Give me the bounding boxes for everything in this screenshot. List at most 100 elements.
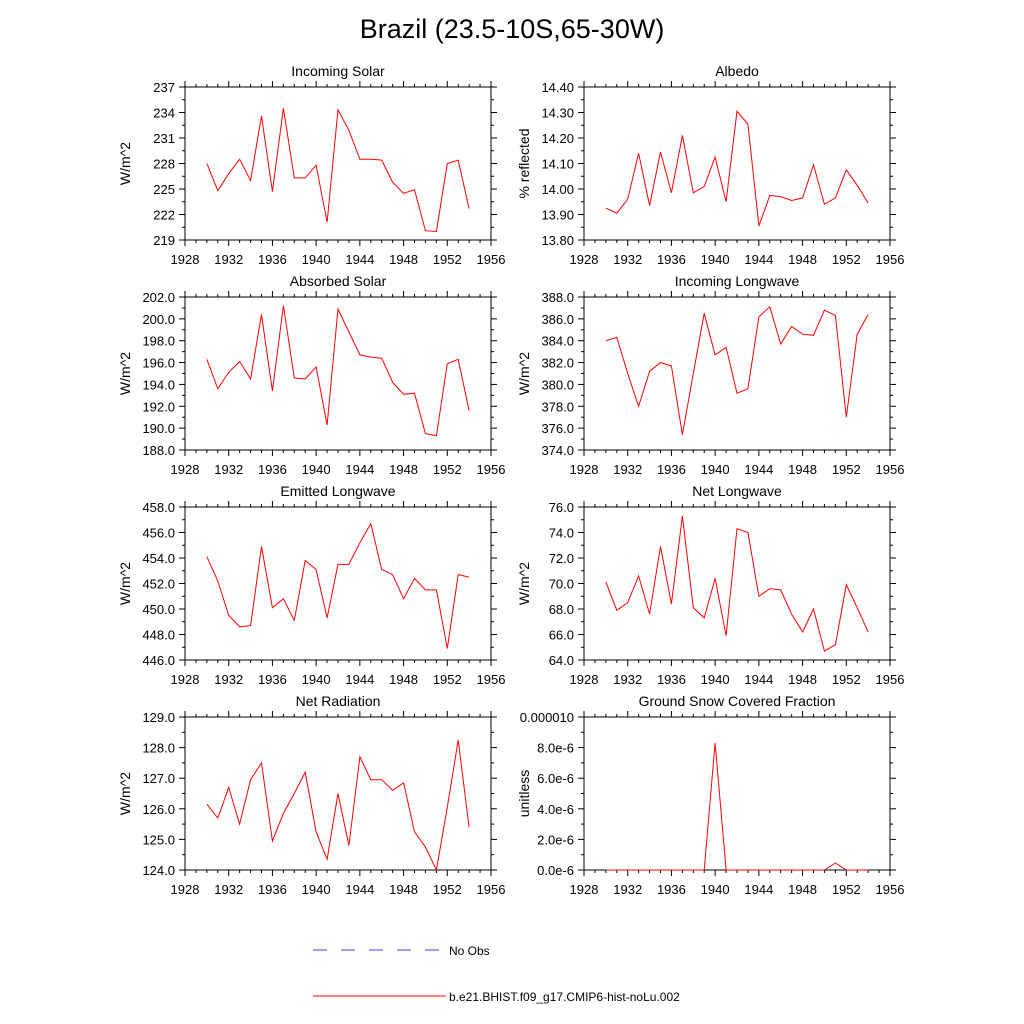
y-tick-label: 456.0: [142, 526, 175, 541]
chart-panel: Net Radiation W/m^2 1928 1932 1936 1940 1944 19…: [117, 693, 505, 897]
x-tick-label: 1948: [788, 882, 817, 897]
y-tick-label: 225: [153, 182, 175, 197]
y-tick-label: 446.0: [142, 653, 175, 668]
y-tick-label: 66.0: [549, 628, 574, 643]
series-line: [206, 305, 470, 437]
x-tick-label: 1928: [570, 672, 599, 687]
x-tick-label: 1928: [171, 252, 200, 267]
series-line: [605, 742, 869, 871]
y-tick-label: 14.40: [541, 80, 574, 95]
y-tick-label: 382.0: [541, 356, 574, 371]
x-tick-label: 1956: [876, 252, 905, 267]
y-tick-label: 234: [153, 106, 175, 121]
y-tick-label: 13.80: [541, 233, 574, 248]
x-tick-label: 1932: [613, 672, 642, 687]
x-tick-label: 1932: [214, 672, 243, 687]
panel-title: Incoming Solar: [291, 63, 385, 79]
x-tick-label: 1952: [433, 672, 462, 687]
legend-model-label: b.e21.BHIST.f09_g17.CMIP6-hist-noLu.002: [449, 990, 680, 1004]
x-tick-label: 1928: [570, 252, 599, 267]
x-tick-label: 1952: [832, 672, 861, 687]
y-tick-label: 388.0: [541, 290, 574, 305]
series-line: [605, 515, 869, 652]
y-tick-label: 14.10: [541, 157, 574, 172]
x-tick-label: 1932: [613, 462, 642, 477]
panel-title: Net Radiation: [296, 693, 381, 709]
x-tick-label: 1956: [876, 882, 905, 897]
chart-panel: Incoming Solar W/m^2 1928 1932 1936 1940 1944 1…: [117, 63, 505, 267]
y-tick-label: 219: [153, 233, 175, 248]
y-axis-label: % reflected: [516, 128, 532, 198]
y-tick-label: 454.0: [142, 551, 175, 566]
series-line: [605, 305, 869, 435]
x-tick-label: 1948: [788, 252, 817, 267]
x-tick-label: 1952: [832, 882, 861, 897]
y-tick-label: 125.0: [142, 832, 175, 847]
chart-panel: Net Longwave W/m^2 1928 1932 1936 1940 1944 194…: [516, 483, 904, 687]
y-tick-label: 4.0e-6: [537, 802, 574, 817]
x-tick-label: 1936: [657, 882, 686, 897]
y-tick-label: 126.0: [142, 802, 175, 817]
panel-title: Albedo: [715, 63, 759, 79]
y-tick-label: 450.0: [142, 602, 175, 617]
x-tick-label: 1944: [345, 252, 374, 267]
y-tick-label: 128.0: [142, 741, 175, 756]
x-tick-label: 1940: [302, 462, 331, 477]
x-tick-label: 1948: [788, 672, 817, 687]
y-tick-label: 127.0: [142, 771, 175, 786]
y-tick-label: 376.0: [541, 421, 574, 436]
y-tick-label: 76.0: [549, 500, 574, 515]
x-tick-label: 1928: [171, 672, 200, 687]
chart-panel: Absorbed Solar W/m^2 1928 1932 1936 1940 1944 1…: [117, 273, 505, 477]
x-tick-label: 1928: [171, 882, 200, 897]
y-axis-label: W/m^2: [117, 772, 133, 815]
legend: No Obs b.e21.BHIST.f09_g17.CMIP6-hist-no…: [313, 944, 680, 1004]
figure-title: Brazil (23.5-10S,65-30W): [359, 14, 665, 44]
series-line: [206, 739, 470, 872]
x-tick-label: 1956: [477, 882, 506, 897]
x-tick-label: 1956: [876, 462, 905, 477]
x-tick-label: 1944: [744, 882, 773, 897]
plot-frame: [583, 86, 891, 241]
x-tick-label: 1936: [258, 672, 287, 687]
y-tick-label: 192.0: [142, 399, 175, 414]
panel-title: Absorbed Solar: [290, 273, 387, 289]
y-tick-label: 237: [153, 80, 175, 95]
x-tick-label: 1936: [258, 252, 287, 267]
x-tick-label: 1948: [788, 462, 817, 477]
x-tick-label: 1944: [744, 672, 773, 687]
x-tick-label: 1952: [433, 252, 462, 267]
x-tick-label: 1932: [613, 882, 642, 897]
x-tick-label: 1940: [701, 882, 730, 897]
x-tick-label: 1956: [477, 252, 506, 267]
y-tick-label: 222: [153, 208, 175, 223]
y-tick-label: 13.90: [541, 208, 574, 223]
x-tick-label: 1932: [613, 252, 642, 267]
chart-panel: Ground Snow Covered Fraction unitless 1928…: [516, 693, 904, 897]
y-tick-label: 374.0: [541, 443, 574, 458]
x-tick-label: 1932: [214, 462, 243, 477]
y-tick-label: 74.0: [549, 526, 574, 541]
y-tick-label: 72.0: [549, 551, 574, 566]
y-axis-label: unitless: [516, 770, 532, 817]
x-tick-label: 1928: [171, 462, 200, 477]
y-tick-label: 448.0: [142, 628, 175, 643]
x-tick-label: 1956: [477, 672, 506, 687]
x-tick-label: 1952: [433, 462, 462, 477]
y-tick-label: 129.0: [142, 710, 175, 725]
chart-panels: Incoming Solar W/m^2 1928 1932 1936 1940 1944 1…: [117, 63, 904, 897]
x-tick-label: 1940: [302, 672, 331, 687]
y-axis-label: W/m^2: [117, 562, 133, 605]
y-axis-label: W/m^2: [516, 562, 532, 605]
panel-title: Net Longwave: [692, 483, 782, 499]
x-tick-label: 1944: [744, 252, 773, 267]
panel-title: Ground Snow Covered Fraction: [639, 693, 836, 709]
x-tick-label: 1956: [477, 462, 506, 477]
x-tick-label: 1948: [389, 882, 418, 897]
y-tick-label: 0.000010: [520, 710, 574, 725]
panel-title: Emitted Longwave: [280, 483, 395, 499]
y-tick-label: 378.0: [541, 399, 574, 414]
x-tick-label: 1940: [302, 252, 331, 267]
y-tick-label: 452.0: [142, 577, 175, 592]
